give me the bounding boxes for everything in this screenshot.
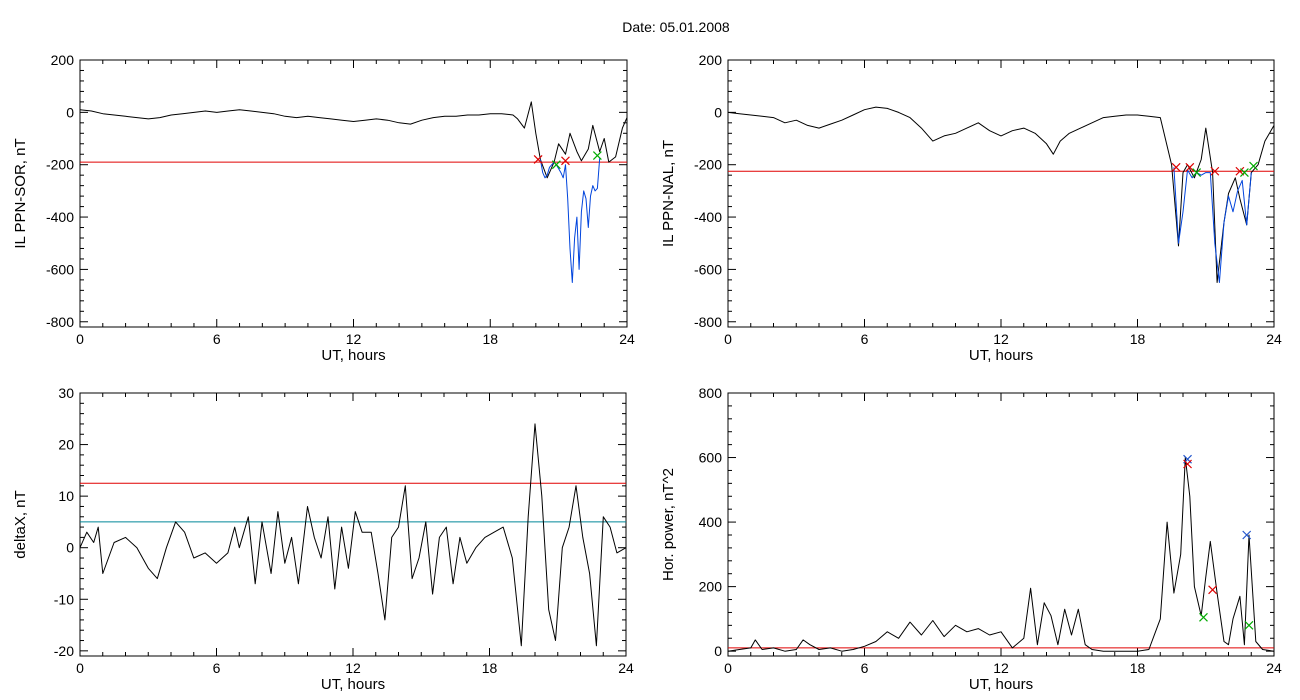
chart-panel-top-right: 0 6 12 18 24 200 0 -200 -400 -600 -800 UT, hours IL … [660, 52, 1282, 364]
y-tick-label: -800 [46, 314, 74, 330]
series-line-1 [539, 158, 601, 283]
marker-point [1192, 168, 1202, 177]
y-tick-label: 200 [51, 52, 75, 68]
x-tick-label: 12 [993, 331, 1009, 347]
chart-panel-top-left: 0 6 12 18 24 200 0 -200 -400 -600 -800 UT, hours IL … [12, 52, 635, 364]
series-line-0 [727, 106, 1275, 283]
x-axis-label: UT, hours [321, 676, 385, 693]
x-tick-label: 0 [724, 331, 732, 347]
plot-frame [79, 59, 628, 328]
y-tick-label: -400 [46, 209, 74, 225]
x-axis-label: UT, hours [969, 347, 1033, 364]
y-tick-label: -600 [694, 261, 722, 277]
y-tick-label: -400 [694, 209, 722, 225]
marker-point [1185, 162, 1195, 172]
x-tick-label: 0 [76, 660, 84, 676]
x-axis-label: UT, hours [321, 347, 385, 364]
y-axis-label: IL PPN-NAL, nT [660, 140, 677, 247]
y-tick-label: 200 [699, 579, 723, 595]
chart-panel-bottom-right: 0 6 12 18 24 800 600 400 200 0 UT, hours Hor. power… [660, 385, 1282, 693]
y-tick-label: 30 [58, 385, 74, 401]
plot-frame [79, 392, 627, 657]
y-tick-label: -200 [694, 157, 722, 173]
marker-point [592, 151, 602, 160]
marker-point [533, 155, 543, 164]
y-axis-label: Hor. power, nT^2 [660, 468, 677, 581]
y-tick-label: -20 [54, 643, 74, 659]
y-tick-label: 10 [58, 488, 74, 504]
x-tick-label: 6 [213, 331, 221, 347]
marker-point [1240, 168, 1249, 177]
series-line-0 [79, 423, 627, 647]
y-tick-label: -10 [54, 591, 74, 607]
marker-point [1210, 166, 1220, 176]
marker-point [1208, 585, 1217, 595]
y-axis-label: IL PPN-SOR, nT [12, 138, 29, 248]
x-tick-label: 24 [1266, 331, 1282, 347]
marker-point [1171, 162, 1181, 172]
y-tick-label: 0 [714, 104, 722, 120]
marker-point [1244, 620, 1254, 630]
marker-point [1249, 161, 1258, 171]
y-axis-label: deltaX, nT [12, 490, 29, 558]
y-tick-label: 0 [66, 104, 74, 120]
marker-point [561, 156, 570, 166]
y-tick-label: -800 [694, 314, 722, 330]
x-tick-label: 6 [861, 331, 869, 347]
page-title: Date: 05.01.2008 [622, 19, 730, 35]
marker-point [1242, 530, 1252, 540]
x-tick-label: 24 [1266, 660, 1282, 676]
y-tick-label: -200 [46, 157, 74, 173]
y-tick-label: 400 [699, 514, 723, 530]
series-line-0 [727, 457, 1275, 652]
x-tick-label: 12 [346, 331, 362, 347]
x-tick-label: 12 [345, 660, 361, 676]
x-tick-label: 0 [76, 331, 84, 347]
marker-point [1183, 459, 1192, 469]
y-tick-label: 0 [66, 540, 74, 556]
x-tick-label: 24 [618, 660, 634, 676]
x-tick-label: 12 [993, 660, 1009, 676]
x-tick-label: 18 [1130, 331, 1146, 347]
x-tick-label: 18 [482, 660, 498, 676]
y-tick-label: 600 [699, 450, 723, 466]
plot-frame [727, 392, 1275, 657]
x-tick-label: 24 [619, 331, 635, 347]
x-tick-label: 6 [861, 660, 869, 676]
x-tick-label: 6 [213, 660, 221, 676]
series-line-1 [1173, 167, 1252, 283]
series-line-0 [79, 101, 628, 179]
y-tick-label: 200 [699, 52, 723, 68]
plot-frame [727, 59, 1275, 328]
x-axis-label: UT, hours [969, 676, 1033, 693]
chart-panel-bottom-left: 0 6 12 18 24 30 20 10 0 -10 -20 UT, hours deltaX, nT [12, 385, 634, 693]
marker-point [1199, 612, 1208, 622]
x-tick-label: 0 [724, 660, 732, 676]
y-tick-label: 800 [699, 385, 723, 401]
y-tick-label: 0 [714, 643, 722, 659]
marker-point [551, 160, 561, 170]
y-tick-label: 20 [58, 437, 74, 453]
x-tick-label: 18 [1130, 660, 1146, 676]
x-tick-label: 18 [482, 331, 498, 347]
y-tick-label: -600 [46, 261, 74, 277]
